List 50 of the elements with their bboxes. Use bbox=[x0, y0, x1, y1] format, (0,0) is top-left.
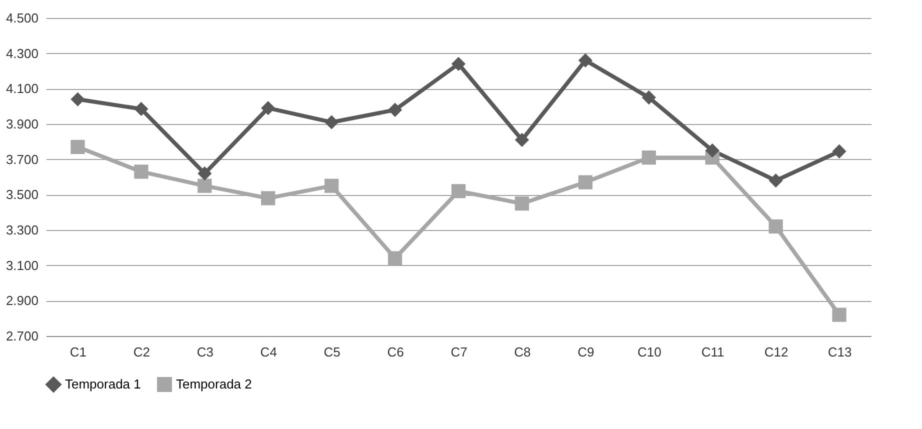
point bbox=[198, 178, 212, 193]
point bbox=[832, 308, 846, 322]
y-tick-label: 4.300 bbox=[6, 46, 38, 61]
point bbox=[578, 175, 592, 190]
y-tick-label: 2.900 bbox=[6, 293, 38, 308]
point bbox=[514, 132, 530, 147]
y-tick-label: 3.500 bbox=[6, 187, 38, 202]
y-tick-label: 3.100 bbox=[6, 258, 38, 273]
y-tick-label: 3.900 bbox=[6, 116, 38, 132]
x-tick-label: C11 bbox=[701, 344, 724, 360]
point bbox=[578, 53, 592, 68]
x-tick-label: C7 bbox=[450, 344, 468, 360]
point bbox=[388, 102, 402, 117]
x-tick-label: C4 bbox=[260, 344, 277, 360]
legend-label: Temporada 2 bbox=[176, 376, 252, 392]
x-tick-label: C3 bbox=[196, 344, 214, 360]
point bbox=[324, 115, 339, 130]
point bbox=[261, 191, 276, 206]
point bbox=[832, 144, 846, 158]
y-tick-label: 3.700 bbox=[6, 152, 38, 167]
x-tick-label: C2 bbox=[133, 344, 150, 360]
point bbox=[642, 90, 656, 105]
point bbox=[451, 184, 466, 198]
point bbox=[70, 92, 85, 106]
point bbox=[768, 173, 783, 188]
point bbox=[388, 251, 402, 266]
point bbox=[70, 140, 85, 154]
legend-label: Temporada 1 bbox=[65, 376, 141, 392]
x-tick-label: C8 bbox=[514, 344, 531, 360]
point bbox=[324, 178, 339, 193]
point bbox=[261, 101, 276, 116]
y-tick-label: 3.300 bbox=[6, 222, 38, 238]
y-tick-label: 4.500 bbox=[6, 10, 38, 26]
point bbox=[642, 150, 656, 165]
point bbox=[134, 102, 148, 116]
x-tick-label: C10 bbox=[637, 344, 662, 360]
x-tick-label: C5 bbox=[324, 344, 340, 360]
x-tick-label: C9 bbox=[578, 344, 594, 360]
x-tick-label: C12 bbox=[764, 344, 788, 360]
point bbox=[198, 166, 212, 181]
y-tick-label: 4.100 bbox=[6, 81, 38, 96]
point bbox=[768, 219, 783, 234]
x-tick-label: C6 bbox=[387, 344, 404, 360]
point bbox=[514, 196, 530, 211]
point bbox=[705, 143, 720, 158]
point bbox=[451, 56, 466, 72]
x-tick-label: C13 bbox=[828, 344, 852, 360]
y-tick-label: 2.700 bbox=[6, 328, 38, 344]
x-tick-label: C1 bbox=[70, 344, 87, 360]
point bbox=[134, 164, 148, 179]
